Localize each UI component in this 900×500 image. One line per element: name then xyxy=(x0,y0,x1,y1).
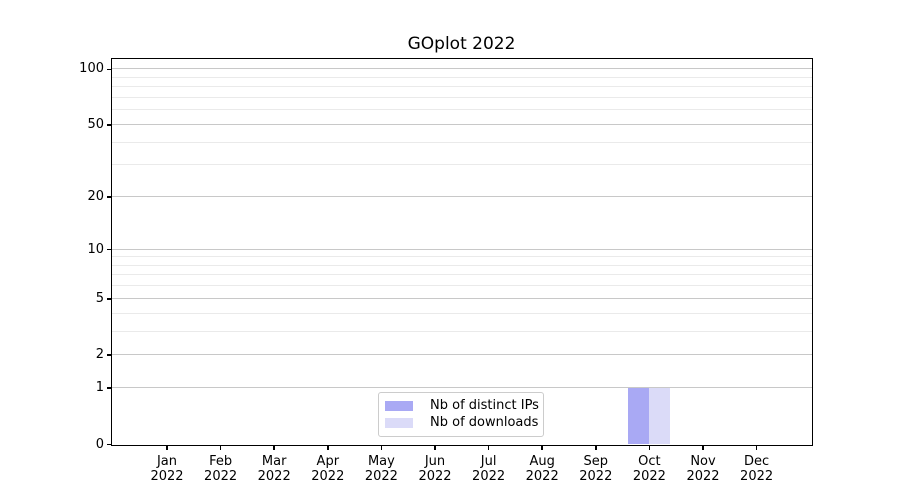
x-tick-mark xyxy=(755,446,758,450)
plot-area xyxy=(111,58,813,446)
bar-nb-of-distinct-ips xyxy=(627,387,649,444)
bar-nb-of-downloads xyxy=(648,387,670,444)
x-tick-label: Feb 2022 xyxy=(179,454,263,484)
y-tick-label: 2 xyxy=(95,347,104,363)
gridline-major xyxy=(112,354,812,356)
legend-item: Nb of downloads xyxy=(385,414,543,431)
y-tick-mark xyxy=(107,124,111,126)
gridline-major xyxy=(112,68,812,70)
x-tick-label: Sep 2022 xyxy=(554,454,638,484)
legend-item: Nb of distinct IPs xyxy=(385,397,543,414)
x-tick-label-year: 2022 xyxy=(686,468,720,484)
x-tick-mark xyxy=(327,446,329,450)
gridline-minor xyxy=(112,274,812,276)
x-tick-mark xyxy=(648,446,651,450)
gridline-major xyxy=(112,196,812,197)
x-tick-label: Jun 2022 xyxy=(393,454,477,484)
gridline-major xyxy=(112,248,812,250)
y-tick-mark xyxy=(107,196,111,198)
x-tick-mark xyxy=(434,446,436,450)
x-tick-label: Oct 2022 xyxy=(607,454,691,484)
x-tick-label: Jan 2022 xyxy=(125,454,209,484)
x-tick-label-month: Oct xyxy=(638,453,661,469)
x-tick-label-month: Aug xyxy=(529,453,555,469)
x-tick-mark xyxy=(541,446,543,450)
x-tick-label-year: 2022 xyxy=(204,468,238,484)
legend-swatch xyxy=(385,417,413,428)
chart-title: GOplot 2022 xyxy=(407,34,516,54)
x-tick-mark xyxy=(702,446,704,450)
x-tick-mark xyxy=(380,446,383,450)
y-tick-label: 20 xyxy=(87,189,104,204)
x-tick-label-month: Feb xyxy=(209,453,233,469)
legend-label: Nb of downloads xyxy=(430,415,539,430)
gridline-minor xyxy=(112,86,812,88)
x-tick-label-year: 2022 xyxy=(257,468,291,484)
gridline-minor xyxy=(112,312,812,314)
x-tick-label-year: 2022 xyxy=(740,468,774,484)
x-tick-label-month: Jun xyxy=(424,453,446,469)
y-tick-label: 50 xyxy=(87,116,104,132)
x-tick-label-month: Sep xyxy=(583,453,609,469)
y-tick-label: 10 xyxy=(87,241,104,257)
x-tick-label-year: 2022 xyxy=(472,468,506,484)
x-tick-label-year: 2022 xyxy=(525,468,559,484)
x-tick-label-month: Jan xyxy=(156,453,178,469)
x-tick-mark xyxy=(219,446,222,450)
x-tick-mark xyxy=(273,446,275,450)
x-tick-label-month: May xyxy=(367,453,395,469)
gridline-minor xyxy=(112,109,812,111)
y-tick-label: 100 xyxy=(79,61,104,77)
x-tick-label-year: 2022 xyxy=(364,468,398,484)
y-tick-mark xyxy=(107,354,111,356)
x-tick-label: Mar 2022 xyxy=(232,454,316,484)
x-tick-label-month: Jul xyxy=(480,453,497,469)
gridline-major xyxy=(112,297,812,299)
y-tick-mark xyxy=(107,68,111,71)
x-tick-label-year: 2022 xyxy=(311,468,345,484)
x-tick-mark xyxy=(595,446,597,450)
x-tick-label: Jul 2022 xyxy=(447,454,531,484)
x-tick-label-year: 2022 xyxy=(632,468,666,484)
y-tick-label: 1 xyxy=(95,380,104,396)
y-tick-mark xyxy=(107,298,111,300)
y-tick-mark xyxy=(107,387,111,389)
gridline-minor xyxy=(112,256,812,258)
x-tick-mark xyxy=(166,446,168,450)
gridline-minor xyxy=(112,96,812,98)
x-tick-label-year: 2022 xyxy=(579,468,613,484)
y-tick-mark xyxy=(107,248,111,251)
gridline-minor xyxy=(112,264,812,266)
y-tick-label: 5 xyxy=(95,290,104,306)
x-tick-label: Nov 2022 xyxy=(661,454,745,484)
gridline-minor xyxy=(112,141,812,143)
legend-swatch xyxy=(385,400,413,411)
x-tick-label-month: Dec xyxy=(744,453,770,469)
x-tick-label-year: 2022 xyxy=(150,468,184,484)
x-tick-label-month: Nov xyxy=(690,453,716,469)
x-tick-label-year: 2022 xyxy=(418,468,452,484)
x-tick-label: Apr 2022 xyxy=(286,454,370,484)
gridline-minor xyxy=(112,330,812,332)
legend: Nb of distinct IPs Nb of downloads xyxy=(378,392,544,437)
x-tick-label: Aug 2022 xyxy=(500,454,584,484)
y-tick-mark xyxy=(107,443,111,446)
x-tick-mark xyxy=(487,446,490,450)
legend-label: Nb of distinct IPs xyxy=(430,398,539,413)
gridline-minor xyxy=(112,164,812,166)
y-tick-label: 0 xyxy=(95,436,104,452)
x-tick-label: May 2022 xyxy=(339,454,423,484)
x-tick-label-month: Mar xyxy=(261,453,287,469)
gridline-major xyxy=(112,387,812,389)
gridline-major xyxy=(112,123,812,125)
x-tick-label: Dec 2022 xyxy=(715,454,799,484)
gridline-minor xyxy=(112,285,812,287)
x-tick-label-month: Apr xyxy=(316,453,340,469)
gridline-minor xyxy=(112,76,812,78)
